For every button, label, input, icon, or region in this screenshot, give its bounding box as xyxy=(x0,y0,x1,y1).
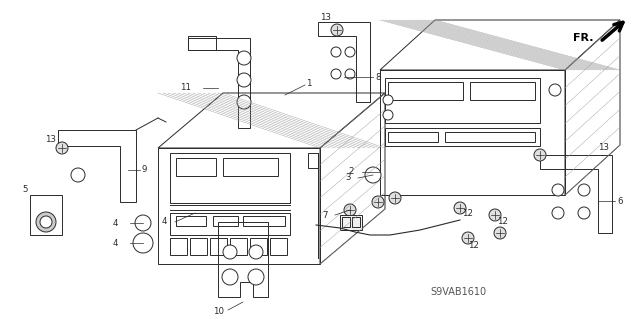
Text: 12: 12 xyxy=(497,218,508,226)
Bar xyxy=(352,217,360,227)
Circle shape xyxy=(222,269,238,285)
Circle shape xyxy=(237,73,251,87)
Text: 4: 4 xyxy=(162,218,168,226)
Bar xyxy=(210,238,227,255)
Circle shape xyxy=(133,233,153,253)
Bar xyxy=(270,238,287,255)
Circle shape xyxy=(383,95,393,105)
Circle shape xyxy=(249,245,263,259)
Circle shape xyxy=(237,95,251,109)
Circle shape xyxy=(454,202,466,214)
Circle shape xyxy=(331,24,343,36)
Bar xyxy=(158,148,320,264)
Circle shape xyxy=(549,84,561,96)
Bar xyxy=(470,82,535,100)
Circle shape xyxy=(331,69,341,79)
Text: 6: 6 xyxy=(617,197,623,205)
Circle shape xyxy=(237,51,251,65)
Text: FR.: FR. xyxy=(573,33,594,43)
Text: 2: 2 xyxy=(348,167,353,176)
Bar xyxy=(170,213,290,235)
Text: 8: 8 xyxy=(375,72,381,81)
Circle shape xyxy=(223,245,237,259)
Circle shape xyxy=(494,227,506,239)
Bar xyxy=(223,158,278,176)
Circle shape xyxy=(383,110,393,120)
Bar xyxy=(388,82,463,100)
Text: 13: 13 xyxy=(45,136,56,145)
Bar xyxy=(340,215,362,230)
Circle shape xyxy=(489,209,501,221)
Circle shape xyxy=(345,69,355,79)
Text: 12: 12 xyxy=(462,210,473,219)
Circle shape xyxy=(71,168,85,182)
Circle shape xyxy=(36,212,56,232)
Bar xyxy=(445,132,535,142)
Circle shape xyxy=(344,204,356,216)
Circle shape xyxy=(578,184,590,196)
Circle shape xyxy=(331,47,341,57)
Text: 13: 13 xyxy=(598,144,609,152)
Text: 1: 1 xyxy=(306,78,312,87)
Text: 10: 10 xyxy=(213,308,224,316)
Bar xyxy=(385,128,540,146)
Circle shape xyxy=(534,149,546,161)
Bar xyxy=(230,238,247,255)
Bar xyxy=(385,78,540,123)
Circle shape xyxy=(389,192,401,204)
Bar xyxy=(176,216,206,226)
Circle shape xyxy=(578,207,590,219)
Bar xyxy=(170,238,187,255)
Text: 9: 9 xyxy=(142,166,147,174)
Text: 13: 13 xyxy=(320,13,331,23)
Circle shape xyxy=(40,216,52,228)
Circle shape xyxy=(372,196,384,208)
Circle shape xyxy=(462,232,474,244)
Text: 3: 3 xyxy=(345,174,351,182)
Bar xyxy=(388,132,438,142)
Text: S9VAB1610: S9VAB1610 xyxy=(430,287,486,297)
Bar xyxy=(213,216,238,226)
Text: 5: 5 xyxy=(22,186,28,195)
Text: 4: 4 xyxy=(113,219,118,227)
Bar xyxy=(342,217,350,227)
Circle shape xyxy=(365,167,381,183)
Text: 12: 12 xyxy=(468,241,479,249)
Bar xyxy=(190,238,207,255)
Bar xyxy=(30,195,62,235)
Bar xyxy=(176,158,216,176)
Text: 7: 7 xyxy=(322,211,328,219)
Circle shape xyxy=(552,207,564,219)
Bar xyxy=(170,153,290,203)
Text: 11: 11 xyxy=(180,84,191,93)
Bar xyxy=(380,70,565,195)
Circle shape xyxy=(56,142,68,154)
Bar xyxy=(243,216,285,226)
Bar xyxy=(308,153,318,168)
Bar xyxy=(188,36,216,50)
Bar xyxy=(250,238,267,255)
Circle shape xyxy=(248,269,264,285)
Circle shape xyxy=(552,184,564,196)
Circle shape xyxy=(345,47,355,57)
Circle shape xyxy=(135,215,151,231)
Text: 4: 4 xyxy=(113,239,118,248)
